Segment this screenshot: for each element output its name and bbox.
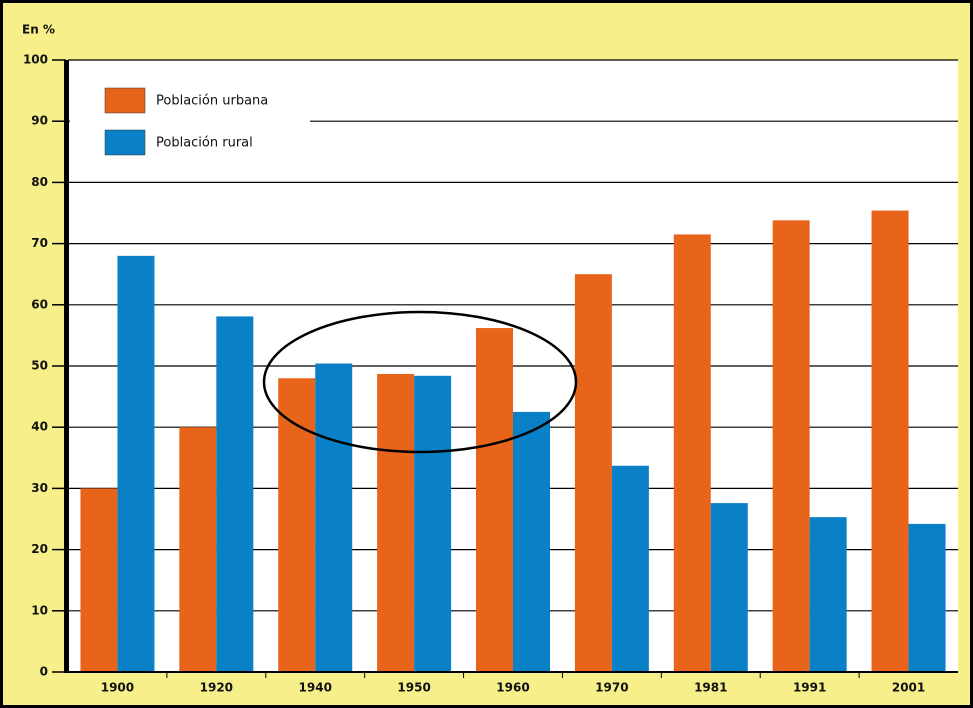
bar [216,316,254,672]
bar [908,523,946,672]
y-tick-label: 80 [31,175,48,189]
bar [710,503,748,672]
x-tick-label: 1970 [595,681,628,695]
bar [772,220,810,672]
legend-swatch [104,129,146,156]
bar [278,378,316,672]
bar [377,373,415,672]
x-tick-label: 1960 [496,681,529,695]
bar [871,210,909,672]
bar [673,234,711,673]
y-tick-label: 40 [31,420,48,434]
bar [513,411,550,672]
bar [611,465,649,672]
bar [476,328,513,672]
y-axis [64,60,69,672]
x-tick-label: 1940 [299,681,332,695]
bar [80,488,118,672]
y-axis-label: En % [22,23,55,37]
x-tick-label: 1920 [200,681,233,695]
y-tick-label: 100 [23,53,48,67]
legend-label: Población rural [156,136,253,151]
legend-label: Población urbana [156,94,268,109]
bar [414,375,452,672]
annotation-ellipse [262,310,578,454]
y-tick-label: 30 [31,481,48,495]
x-tick-label: 1900 [101,681,134,695]
bar [179,427,217,672]
x-tick-label: 1981 [694,681,727,695]
bar [117,255,155,672]
bar [574,274,612,672]
y-tick-label: 10 [31,603,48,617]
x-tick-label: 2001 [892,681,925,695]
x-tick-label: 1950 [397,681,430,695]
y-tick-label: 60 [31,297,48,311]
y-tick-label: 0 [40,665,48,679]
x-tick-label: 1991 [793,681,826,695]
y-tick-label: 50 [31,359,48,373]
bar [315,363,353,672]
legend-swatch [104,87,146,114]
y-tick-label: 20 [31,542,48,556]
bar [809,517,847,672]
y-tick-label: 90 [31,114,48,128]
y-tick-label: 70 [31,236,48,250]
